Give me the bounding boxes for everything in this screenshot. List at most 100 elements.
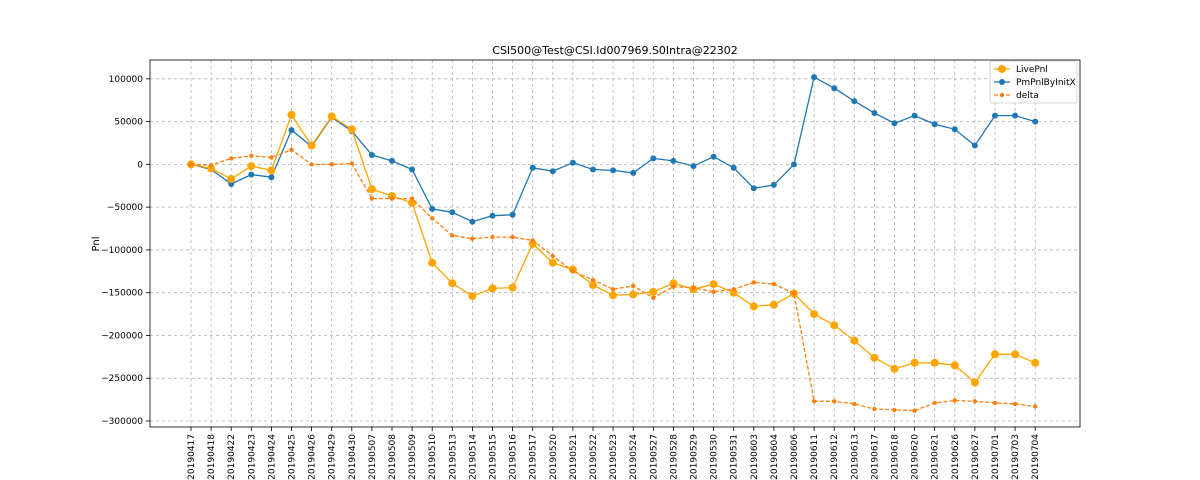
- data-point-delta: [490, 234, 495, 240]
- x-tick-label: 20190515: [489, 434, 499, 480]
- data-point-LivePnl: [589, 281, 597, 289]
- data-point-PmPnlByInitX: [791, 161, 797, 168]
- legend-entry-LivePnl: LivePnl: [1016, 65, 1048, 75]
- data-point-LivePnl: [428, 258, 437, 267]
- chart-title: CSI500@Test@CSI.Id007969.S0Intra@22302: [492, 44, 737, 57]
- x-tick-label: 20190620: [911, 434, 921, 480]
- data-point-delta: [450, 233, 455, 238]
- data-point-LivePnl: [448, 279, 457, 288]
- data-point-delta: [409, 196, 415, 201]
- data-point-delta: [610, 287, 616, 292]
- data-point-delta: [1033, 404, 1038, 409]
- data-point-PmPnlByInitX: [650, 155, 657, 162]
- data-point-delta: [309, 162, 314, 167]
- data-point-LivePnl: [729, 288, 738, 297]
- x-tick-label: 20190418: [207, 434, 217, 480]
- data-point-delta: [952, 398, 957, 403]
- x-tick-label: 20190424: [267, 434, 277, 480]
- data-point-PmPnlByInitX: [610, 167, 617, 174]
- data-point-delta: [530, 238, 535, 243]
- data-point-LivePnl: [970, 378, 979, 387]
- x-axis: 20190417 20190418 20190422 20190423 20190424…: [187, 427, 1041, 480]
- data-point-PmPnlByInitX: [831, 85, 838, 92]
- data-point-delta: [329, 162, 334, 167]
- x-tick-label: 20190530: [710, 434, 720, 480]
- data-point-delta: [430, 216, 435, 221]
- legend-marker-PmPnlByInitX: [999, 79, 1005, 85]
- x-tick-label: 20190422: [227, 434, 237, 480]
- legend: LivePnl PmPnlByInitX delta: [989, 60, 1078, 104]
- data-point-LivePnl: [850, 336, 859, 345]
- data-point-delta: [188, 162, 194, 167]
- data-point-delta: [832, 399, 837, 404]
- x-tick-label: 20190604: [770, 434, 780, 480]
- y-tick-label: −50000: [107, 203, 143, 213]
- x-tick-label: 20190611: [810, 434, 820, 480]
- data-point-LivePnl: [207, 164, 216, 173]
- data-point-LivePnl: [267, 166, 276, 175]
- x-tick-label: 20190523: [609, 434, 619, 480]
- y-tick-label: 0: [137, 160, 143, 170]
- legend-entry-delta: delta: [1016, 91, 1039, 101]
- data-point-LivePnl: [769, 300, 778, 309]
- x-tick-label: 20190426: [308, 434, 318, 480]
- x-tick-label: 20190521: [569, 434, 579, 480]
- data-point-delta: [892, 407, 897, 413]
- x-tick-label: 20190606: [790, 434, 800, 480]
- data-point-LivePnl: [910, 358, 919, 367]
- data-point-PmPnlByInitX: [931, 121, 938, 128]
- data-point-PmPnlByInitX: [1032, 118, 1039, 125]
- plot-frame: [149, 59, 1081, 428]
- data-point-PmPnlByInitX: [268, 174, 275, 181]
- grid: [150, 60, 1080, 427]
- data-point-PmPnlByInitX: [549, 168, 556, 175]
- x-tick-label: 20190612: [830, 434, 840, 480]
- data-point-PmPnlByInitX: [851, 98, 858, 105]
- data-point-PmPnlByInitX: [529, 164, 536, 171]
- data-point-delta: [570, 269, 576, 274]
- data-point-LivePnl: [709, 280, 718, 289]
- x-tick-label: 20190704: [1031, 434, 1041, 480]
- x-tick-label: 20190508: [388, 434, 398, 480]
- x-tick-label: 20190510: [428, 434, 438, 480]
- x-tick-label: 20190626: [951, 434, 961, 480]
- series-layer: [187, 74, 1040, 413]
- x-tick-label: 20190522: [589, 434, 599, 480]
- y-tick-label: −300000: [101, 417, 143, 427]
- data-point-PmPnlByInitX: [992, 112, 998, 119]
- data-point-delta: [369, 196, 375, 201]
- data-point-PmPnlByInitX: [710, 153, 717, 160]
- data-point-PmPnlByInitX: [811, 74, 818, 81]
- x-tick-label: 20190618: [891, 434, 901, 480]
- x-tick-label: 20190529: [690, 434, 700, 480]
- data-point-delta: [972, 399, 978, 404]
- y-tick-label: −100000: [101, 246, 143, 256]
- x-tick-label: 20190520: [549, 434, 559, 480]
- data-point-delta: [349, 161, 354, 166]
- data-point-LivePnl: [649, 287, 658, 296]
- data-point-PmPnlByInitX: [630, 169, 637, 176]
- y-tick-label: 50000: [114, 118, 143, 128]
- x-tick-label: 20190703: [1011, 434, 1021, 480]
- x-tick-label: 20190613: [850, 434, 860, 480]
- x-tick-label: 20190430: [348, 434, 358, 480]
- data-point-PmPnlByInitX: [911, 112, 918, 119]
- data-point-LivePnl: [629, 290, 638, 299]
- data-point-delta: [751, 280, 756, 285]
- data-point-delta: [631, 283, 636, 288]
- y-tick-label: −250000: [101, 374, 143, 384]
- data-point-PmPnlByInitX: [509, 211, 516, 218]
- x-tick-label: 20190701: [991, 434, 1001, 480]
- data-point-PmPnlByInitX: [750, 185, 757, 192]
- data-point-PmPnlByInitX: [429, 205, 436, 212]
- data-point-PmPnlByInitX: [770, 181, 777, 188]
- data-point-delta: [651, 295, 656, 300]
- data-point-PmPnlByInitX: [871, 110, 878, 116]
- legend-marker-LivePnl: [998, 65, 1006, 73]
- data-point-delta: [691, 285, 696, 290]
- data-point-PmPnlByInitX: [469, 218, 476, 225]
- data-point-delta: [1012, 401, 1018, 407]
- data-point-delta: [389, 196, 395, 201]
- data-point-PmPnlByInitX: [368, 152, 375, 158]
